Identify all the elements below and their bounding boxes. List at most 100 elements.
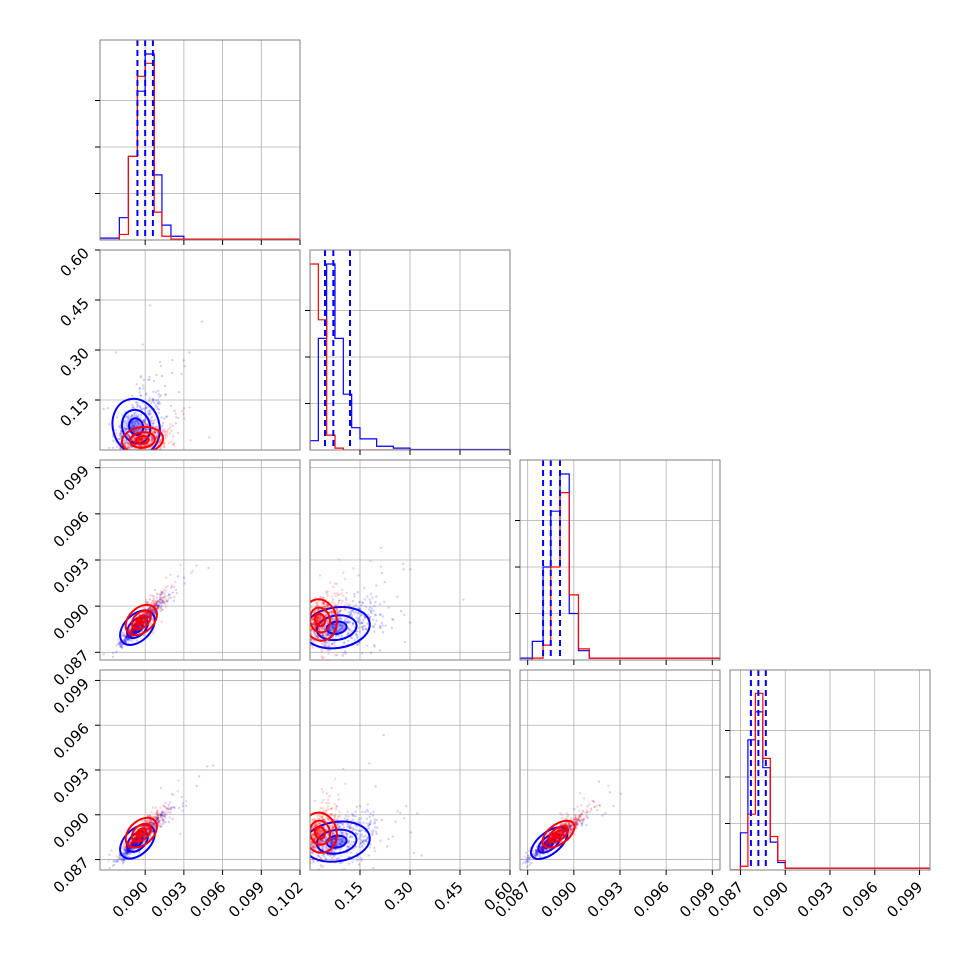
scatter-point xyxy=(290,851,292,853)
scatter-point xyxy=(175,589,177,591)
scatter-point xyxy=(349,830,351,832)
scatter-point xyxy=(139,405,141,407)
scatter-point xyxy=(301,641,303,643)
scatter-point xyxy=(152,595,154,597)
scatter-point xyxy=(141,465,143,467)
scatter-point xyxy=(368,598,370,600)
scatter-point xyxy=(184,365,186,367)
scatter-point xyxy=(138,469,140,471)
scatter-point xyxy=(112,447,114,449)
scatter-point xyxy=(285,629,287,631)
scatter-point xyxy=(105,664,107,666)
scatter-point xyxy=(156,456,158,458)
panel-1-1 xyxy=(305,250,510,455)
scatter-point xyxy=(149,594,151,596)
scatter-point xyxy=(327,653,329,655)
scatter-point xyxy=(341,655,343,657)
scatter-point xyxy=(147,454,149,456)
y-tick-label: 0.099 xyxy=(50,462,93,505)
scatter-point xyxy=(347,605,349,607)
scatter-point xyxy=(206,765,208,767)
scatter-point xyxy=(305,615,307,617)
scatter-point xyxy=(296,620,298,622)
scatter-point xyxy=(169,426,171,428)
scatter-point xyxy=(338,857,340,859)
scatter-point xyxy=(366,595,368,597)
scatter-point xyxy=(317,877,319,879)
scatter-point xyxy=(294,648,296,650)
scatter-point xyxy=(307,625,309,627)
scatter-point xyxy=(126,453,128,455)
scatter-point xyxy=(331,595,333,597)
scatter-point xyxy=(366,645,368,647)
scatter-point xyxy=(173,586,175,588)
scatter-point xyxy=(345,602,347,604)
scatter-point xyxy=(117,860,119,862)
scatter-point xyxy=(353,639,355,641)
scatter-point xyxy=(304,619,306,621)
scatter-point xyxy=(282,628,284,630)
scatter-point xyxy=(367,854,369,856)
scatter-point xyxy=(374,826,376,828)
scatter-point xyxy=(135,475,137,477)
scatter-point xyxy=(349,836,351,838)
scatter-point xyxy=(336,583,338,585)
scatter-point xyxy=(363,587,365,589)
scatter-point xyxy=(166,813,168,815)
scatter-point xyxy=(133,455,135,457)
scatter-point xyxy=(120,660,122,662)
scatter-point xyxy=(365,628,367,630)
scatter-point xyxy=(153,419,155,421)
scatter-point xyxy=(71,438,73,440)
scatter-point xyxy=(359,618,361,620)
scatter-point xyxy=(375,614,377,616)
scatter-point xyxy=(370,610,372,612)
scatter-point xyxy=(364,811,366,813)
scatter-point xyxy=(144,406,146,408)
scatter-point xyxy=(167,806,169,808)
scatter-point xyxy=(163,430,165,432)
scatter-point xyxy=(362,619,364,621)
scatter-point xyxy=(405,805,407,807)
scatter-point xyxy=(168,593,170,595)
scatter-point xyxy=(103,653,105,655)
scatter-point xyxy=(148,463,150,465)
scatter-point xyxy=(369,813,371,815)
scatter-point xyxy=(176,790,178,792)
scatter-point xyxy=(341,589,343,591)
scatter-point xyxy=(373,605,375,607)
scatter-point xyxy=(164,806,166,808)
scatter-point xyxy=(196,785,198,787)
scatter-point xyxy=(167,811,169,813)
scatter-point xyxy=(302,624,304,626)
scatter-point xyxy=(163,822,165,824)
scatter-point xyxy=(386,845,388,847)
scatter-point xyxy=(161,810,163,812)
scatter-point xyxy=(303,627,305,629)
scatter-point xyxy=(347,640,349,642)
scatter-point xyxy=(121,626,123,628)
scatter-point xyxy=(146,454,148,456)
scatter-point xyxy=(142,384,144,386)
scatter-point xyxy=(153,431,155,433)
scatter-point xyxy=(207,567,209,569)
scatter-point xyxy=(148,454,150,456)
scatter-point xyxy=(368,762,370,764)
scatter-point xyxy=(384,625,386,627)
scatter-point xyxy=(349,843,351,845)
scatter-point xyxy=(165,586,167,588)
scatter-point xyxy=(360,817,362,819)
scatter-point xyxy=(376,819,378,821)
scatter-point xyxy=(182,413,184,415)
scatter-point xyxy=(115,651,117,653)
scatter-point xyxy=(123,420,125,422)
scatter-point xyxy=(173,596,175,598)
scatter-point xyxy=(362,822,364,824)
scatter-point xyxy=(120,845,122,847)
scatter-point xyxy=(278,601,280,603)
y-tick-label: 0.090 xyxy=(50,600,93,643)
scatter-point xyxy=(359,836,361,838)
scatter-point xyxy=(160,787,162,789)
scatter-point xyxy=(344,618,346,620)
